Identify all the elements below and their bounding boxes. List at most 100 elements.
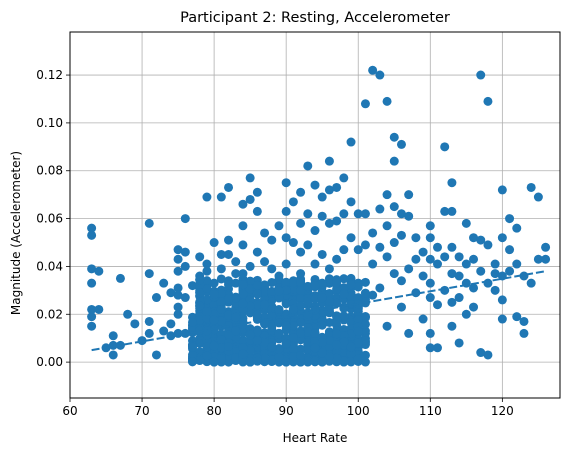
data-point bbox=[447, 269, 457, 279]
data-point bbox=[303, 297, 313, 307]
data-point bbox=[317, 192, 327, 202]
data-point bbox=[231, 312, 241, 322]
data-point bbox=[296, 301, 306, 311]
data-point bbox=[454, 252, 464, 262]
data-point bbox=[209, 300, 219, 310]
data-point bbox=[144, 316, 154, 326]
data-point bbox=[360, 340, 370, 350]
data-point bbox=[490, 285, 500, 295]
data-point bbox=[274, 329, 284, 339]
data-point bbox=[188, 342, 197, 352]
data-point bbox=[389, 269, 399, 279]
data-point bbox=[461, 218, 471, 228]
data-point bbox=[202, 276, 212, 286]
data-point bbox=[209, 238, 219, 248]
data-point bbox=[425, 293, 435, 303]
data-point bbox=[159, 278, 169, 288]
data-point bbox=[476, 235, 486, 245]
data-point bbox=[317, 357, 327, 367]
data-point bbox=[476, 348, 486, 358]
data-point bbox=[346, 342, 356, 352]
data-point bbox=[296, 278, 306, 288]
data-point bbox=[425, 328, 435, 338]
data-point bbox=[195, 347, 205, 357]
data-point bbox=[433, 242, 442, 252]
data-point bbox=[87, 223, 97, 233]
data-point bbox=[454, 338, 464, 348]
data-point bbox=[87, 312, 97, 322]
data-point bbox=[332, 298, 342, 308]
data-point bbox=[296, 328, 306, 338]
data-point bbox=[209, 341, 219, 351]
data-point bbox=[296, 357, 306, 367]
data-point bbox=[303, 240, 313, 250]
data-point bbox=[224, 330, 234, 340]
y-tick-label: 0.10 bbox=[36, 116, 63, 130]
data-point bbox=[339, 348, 349, 358]
data-point bbox=[288, 284, 298, 294]
data-point bbox=[224, 310, 234, 320]
data-point bbox=[526, 278, 536, 288]
data-point bbox=[512, 312, 522, 322]
data-point bbox=[288, 197, 298, 207]
x-tick-label: 60 bbox=[62, 404, 77, 418]
data-point bbox=[296, 286, 306, 296]
data-point bbox=[180, 214, 190, 224]
data-point bbox=[346, 197, 356, 207]
data-point bbox=[396, 230, 406, 240]
data-point bbox=[231, 278, 241, 288]
data-point bbox=[173, 266, 183, 276]
data-point bbox=[245, 356, 255, 366]
data-point bbox=[339, 274, 349, 284]
data-point bbox=[87, 278, 97, 288]
data-point bbox=[87, 264, 97, 274]
data-point bbox=[382, 190, 392, 200]
data-point bbox=[173, 245, 183, 255]
data-point bbox=[267, 278, 277, 288]
data-point bbox=[324, 352, 334, 362]
data-point bbox=[541, 254, 551, 264]
data-point bbox=[382, 321, 392, 331]
data-point bbox=[533, 254, 543, 264]
data-point bbox=[324, 264, 334, 274]
data-point bbox=[404, 190, 414, 200]
data-point bbox=[166, 319, 176, 329]
data-point bbox=[497, 314, 507, 324]
data-point bbox=[469, 302, 479, 312]
data-point bbox=[180, 293, 190, 303]
data-point bbox=[281, 206, 291, 216]
data-point bbox=[209, 357, 219, 367]
data-point bbox=[360, 240, 370, 250]
data-point bbox=[238, 240, 248, 250]
data-point bbox=[317, 348, 327, 358]
data-point bbox=[447, 206, 457, 216]
data-point bbox=[245, 276, 255, 286]
data-point bbox=[332, 254, 342, 264]
data-point bbox=[368, 228, 378, 238]
data-point bbox=[310, 259, 320, 269]
data-point bbox=[202, 307, 212, 317]
data-point bbox=[245, 173, 255, 183]
plot-frame bbox=[69, 31, 561, 399]
data-point bbox=[497, 233, 507, 243]
data-point bbox=[188, 324, 197, 334]
data-point bbox=[425, 278, 435, 288]
data-point bbox=[440, 285, 450, 295]
data-point bbox=[310, 356, 320, 366]
data-point bbox=[173, 290, 183, 300]
data-point bbox=[151, 350, 161, 360]
data-point bbox=[288, 320, 298, 330]
y-tick-label: 0.06 bbox=[36, 212, 63, 226]
data-point bbox=[288, 238, 298, 248]
data-point bbox=[245, 308, 255, 318]
x-tick-label: 70 bbox=[134, 404, 149, 418]
data-point bbox=[252, 300, 262, 310]
data-point bbox=[382, 221, 392, 231]
data-point bbox=[469, 233, 479, 243]
data-point bbox=[533, 192, 543, 202]
data-point bbox=[260, 338, 270, 348]
data-point bbox=[339, 331, 349, 341]
data-point bbox=[519, 316, 529, 326]
data-point bbox=[447, 178, 457, 188]
data-point bbox=[324, 278, 334, 288]
